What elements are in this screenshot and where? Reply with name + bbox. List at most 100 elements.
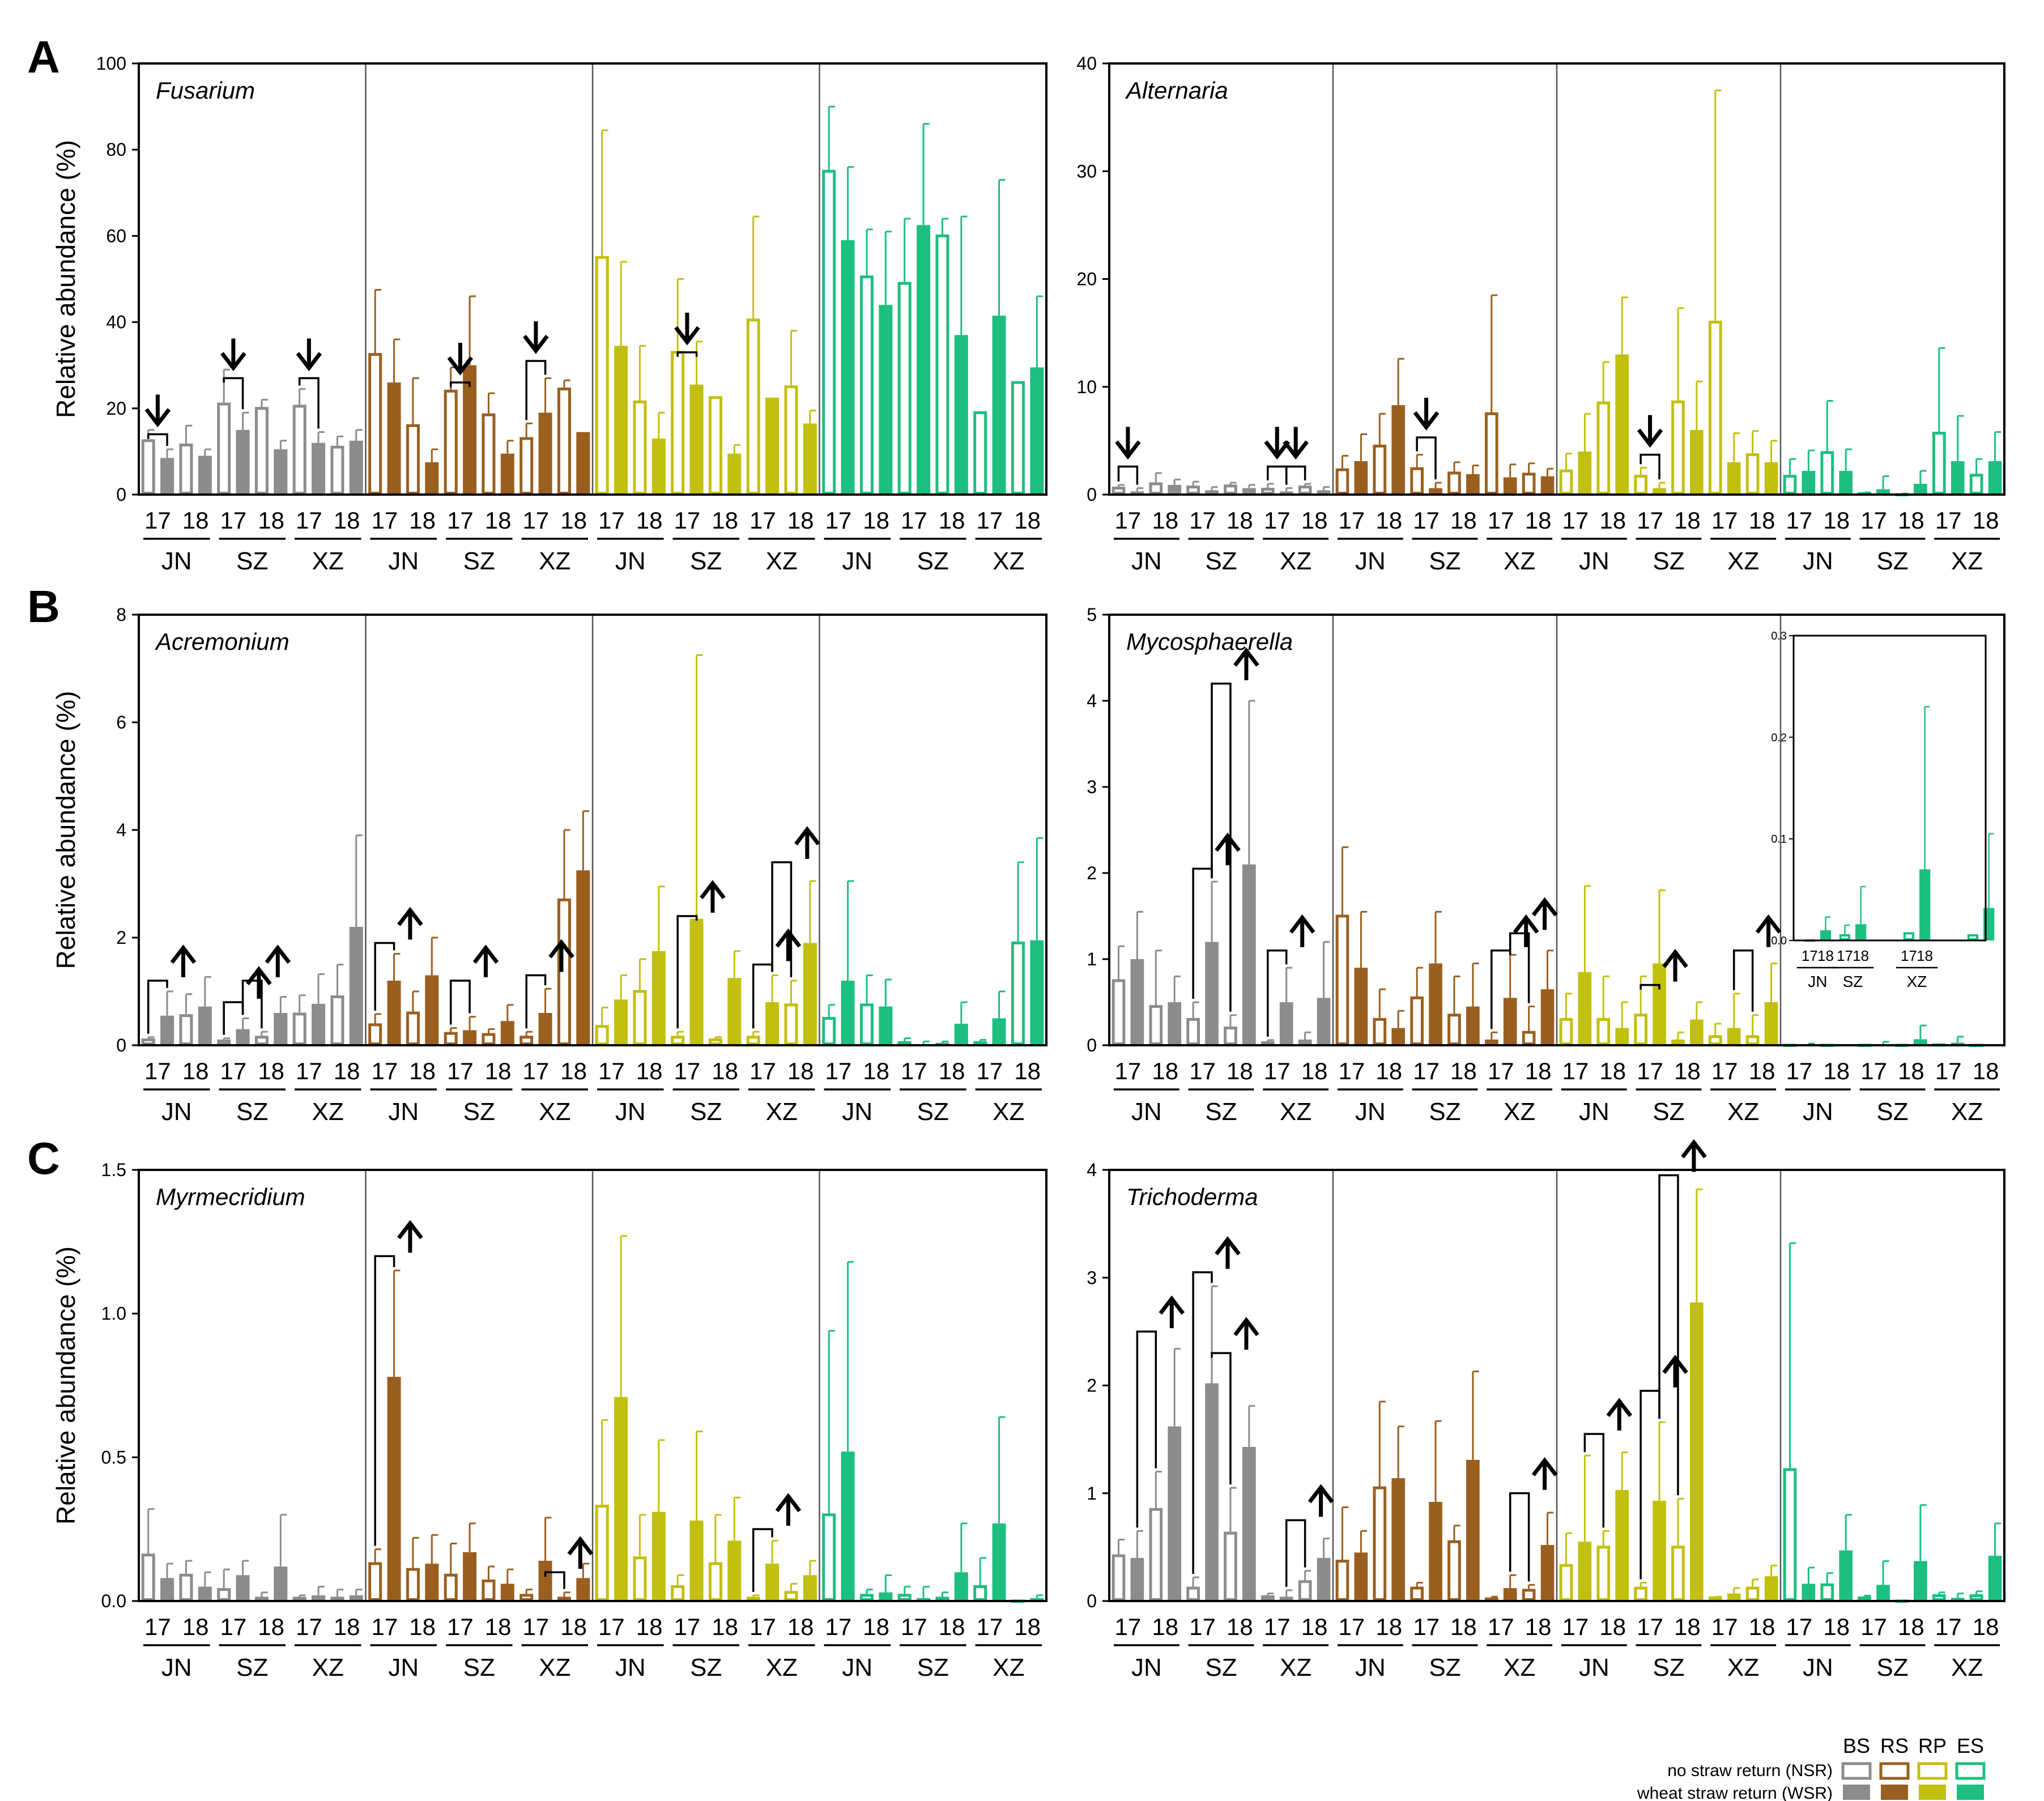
x-year-label: 17 bbox=[1413, 1058, 1440, 1084]
x-year-label: 18 bbox=[258, 1058, 284, 1084]
bar bbox=[1745, 1035, 1760, 1046]
bar bbox=[312, 1003, 326, 1045]
bar bbox=[368, 1023, 382, 1046]
bar bbox=[1354, 968, 1368, 1045]
bar bbox=[1745, 1586, 1760, 1601]
bar bbox=[1149, 1508, 1163, 1602]
bar bbox=[1168, 1002, 1182, 1045]
bar bbox=[954, 1572, 968, 1601]
legend-header-bs: BS bbox=[1843, 1734, 1870, 1757]
bar bbox=[1429, 488, 1442, 495]
x-year-label: 17 bbox=[1562, 1613, 1589, 1640]
up-arrow-head bbox=[1159, 1295, 1185, 1315]
x-year-label: 17 bbox=[144, 1058, 171, 1084]
bar bbox=[1354, 461, 1368, 495]
legend-swatch-rs-nsr bbox=[1879, 1762, 1910, 1780]
x-site-label: XZ bbox=[1280, 547, 1311, 575]
bar bbox=[859, 275, 874, 495]
bar bbox=[992, 316, 1006, 495]
x-year-label: 18 bbox=[1450, 1613, 1477, 1640]
bar bbox=[1522, 472, 1536, 495]
y-tick-label: 0 bbox=[1087, 1035, 1097, 1055]
inset-frame bbox=[1792, 635, 1987, 942]
bar bbox=[1578, 972, 1592, 1045]
significance-bracket bbox=[1211, 1352, 1232, 1485]
bar bbox=[1951, 1598, 1965, 1601]
x-year-label: 17 bbox=[598, 1613, 625, 1640]
bar bbox=[368, 353, 382, 495]
inset-y-tick-label: 0.0 bbox=[1771, 935, 1787, 947]
x-year-label: 18 bbox=[1973, 507, 1999, 534]
bar bbox=[727, 978, 742, 1045]
bar bbox=[1988, 1556, 2002, 1601]
up-arrow bbox=[794, 826, 820, 859]
up-arrow bbox=[265, 944, 291, 977]
bar bbox=[1466, 474, 1480, 495]
bar bbox=[1727, 1028, 1741, 1045]
x-site-label: SZ bbox=[1876, 547, 1908, 575]
y-tick-label: 3 bbox=[1087, 1267, 1097, 1288]
up-arrow bbox=[548, 939, 574, 972]
x-year-label: 18 bbox=[1823, 507, 1850, 534]
x-year-label: 18 bbox=[1749, 1613, 1775, 1640]
x-year-label: 18 bbox=[485, 1058, 512, 1084]
x-year-label: 18 bbox=[787, 1613, 814, 1640]
bar bbox=[1410, 467, 1424, 495]
down-arrow bbox=[144, 394, 171, 428]
x-site-label: SZ bbox=[690, 547, 722, 575]
x-year-label: 17 bbox=[1860, 1613, 1887, 1640]
bar bbox=[557, 1596, 571, 1602]
x-year-label: 18 bbox=[1749, 507, 1775, 534]
bar bbox=[1130, 1557, 1144, 1601]
chart-5: 0 1 2 3 4 Trichoderma 17 18 JN 17 18 SZ 17 18 XZ 17 18 JN… bbox=[1087, 1139, 2005, 1681]
bar bbox=[1317, 998, 1331, 1045]
bar bbox=[1373, 444, 1387, 495]
bar bbox=[387, 382, 401, 495]
x-site-label: XZ bbox=[766, 1098, 798, 1126]
up-arrow-head bbox=[472, 944, 499, 964]
inset-y-tick-label: 0.2 bbox=[1771, 731, 1787, 744]
x-year-label: 18 bbox=[712, 1613, 738, 1640]
bar bbox=[1186, 486, 1200, 495]
bar bbox=[349, 440, 363, 495]
x-year-label: 17 bbox=[1637, 507, 1663, 534]
bar bbox=[1466, 1006, 1480, 1045]
bar bbox=[1335, 1560, 1349, 1601]
up-arrow-head bbox=[1289, 914, 1315, 934]
x-year-label: 17 bbox=[750, 1058, 776, 1084]
bar bbox=[1783, 475, 1797, 495]
x-year-label: 17 bbox=[1935, 1613, 1962, 1640]
up-arrow-head bbox=[1606, 1398, 1633, 1417]
bar bbox=[1242, 488, 1256, 495]
x-site-label: SZ bbox=[1653, 547, 1684, 575]
x-site-label: JN bbox=[161, 1654, 192, 1681]
bar bbox=[1653, 963, 1666, 1045]
up-arrow bbox=[397, 906, 423, 940]
x-site-label: JN bbox=[1355, 1098, 1386, 1126]
x-year-label: 18 bbox=[1301, 1058, 1328, 1084]
bar bbox=[1615, 1490, 1629, 1601]
bar bbox=[879, 1006, 893, 1045]
bar bbox=[1224, 484, 1237, 495]
bar bbox=[500, 1021, 514, 1045]
bar bbox=[387, 1377, 401, 1601]
significance-bracket bbox=[544, 1571, 565, 1589]
significance-bracket bbox=[147, 433, 168, 446]
up-arrow-head bbox=[265, 944, 291, 964]
y-tick-label: 0.0 bbox=[101, 1591, 126, 1611]
bar bbox=[1149, 482, 1163, 495]
bar bbox=[1112, 487, 1126, 495]
up-arrow-head bbox=[1233, 647, 1259, 667]
bar bbox=[1466, 1459, 1480, 1601]
bar bbox=[803, 423, 817, 495]
bar bbox=[1634, 1586, 1647, 1601]
down-arrow bbox=[1264, 427, 1291, 460]
inset-y-tick-label: 0.3 bbox=[1771, 630, 1787, 642]
bar bbox=[1559, 469, 1573, 495]
x-site-label: JN bbox=[388, 1098, 419, 1126]
x-year-label: 18 bbox=[182, 507, 209, 534]
x-site-label: JN bbox=[388, 547, 419, 575]
bar bbox=[841, 240, 855, 495]
legend-swatch-es-wsr bbox=[1957, 1785, 1984, 1800]
y-tick-label: 30 bbox=[1076, 161, 1097, 181]
